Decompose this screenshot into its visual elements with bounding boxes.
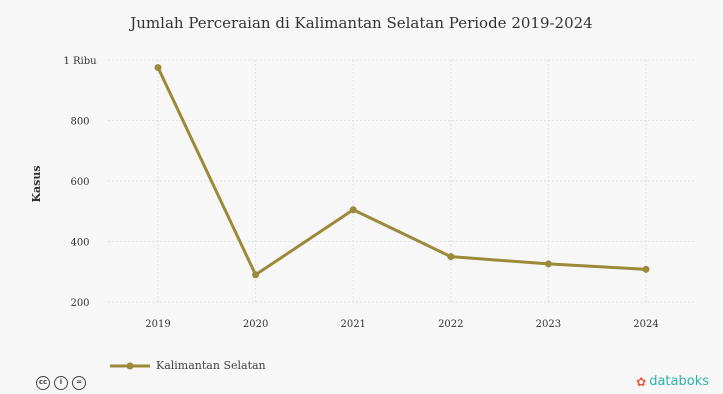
y-tick-label: 800 <box>70 117 89 128</box>
brand-logo[interactable]: ✿ databoks <box>636 374 709 389</box>
data-point <box>349 206 357 214</box>
series-line <box>156 66 647 277</box>
y-tick-label: 200 <box>70 298 89 309</box>
x-tick-label: 2021 <box>340 319 365 330</box>
y-tick-label: 400 <box>70 238 89 249</box>
nd-icon: = <box>72 376 86 390</box>
data-point <box>642 265 650 273</box>
by-icon: i <box>54 376 68 390</box>
x-tick-label: 2020 <box>243 319 268 330</box>
data-point <box>252 271 260 279</box>
data-point <box>544 260 552 268</box>
y-axis-title: Kasus <box>30 165 43 202</box>
y-tick-label: 1 Ribu <box>63 56 97 67</box>
legend[interactable]: Kalimantan Selatan <box>110 359 266 372</box>
x-tick-label: 2019 <box>145 319 170 330</box>
y-tick-label: 600 <box>70 177 89 188</box>
cc-icon: cc <box>36 376 50 390</box>
chart-title: Jumlah Perceraian di Kalimantan Selatan … <box>130 14 593 32</box>
x-tick-label: 2024 <box>633 319 658 330</box>
x-tick-label: 2022 <box>438 319 463 330</box>
data-point <box>447 253 455 261</box>
data-point <box>154 64 162 72</box>
brand-name: databoks <box>649 374 709 389</box>
legend-swatch <box>110 362 150 369</box>
legend-label: Kalimantan Selatan <box>156 359 266 372</box>
x-tick-label: 2023 <box>536 319 561 330</box>
license-icons: cc i = <box>36 376 86 390</box>
databoks-logo-icon: ✿ <box>636 374 647 389</box>
